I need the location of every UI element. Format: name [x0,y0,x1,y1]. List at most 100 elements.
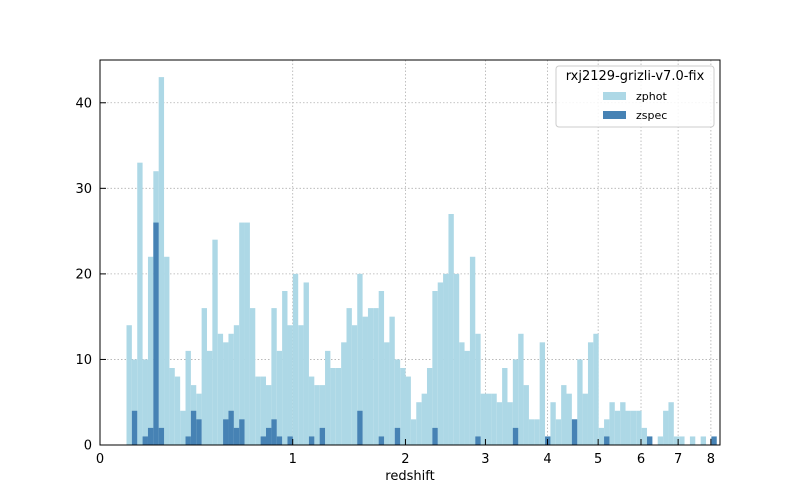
bar-zspec [196,419,202,445]
x-tick-label: 0 [96,452,104,467]
bar-zphot [164,256,170,445]
bar-zphot [196,393,202,445]
bar-zphot [609,402,615,445]
bar-zphot [459,342,465,445]
bar-zphot [421,393,427,445]
legend-box [555,65,715,128]
bar-zphot [367,308,374,445]
bar-zspec [319,427,326,445]
bar-zspec [266,427,272,445]
bar-zspec [142,436,148,445]
legend-swatch-zphot [603,92,626,100]
bar-zphot [335,368,342,445]
bar-zspec [308,436,315,445]
bar-zphot [142,359,148,445]
bar-zspec [432,427,438,445]
bar-zphot [630,410,637,445]
bar-zphot [298,325,304,445]
bar-zphot [330,368,336,445]
legend-title: rxj2129-grizli-v7.0-fix [566,69,705,84]
bar-zspec [475,436,481,445]
bar-zphot [126,325,132,445]
bar-zphot [292,273,299,445]
x-tick-label: 5 [594,452,602,467]
bar-zphot [389,316,395,445]
bar-zphot [453,273,460,445]
bar-zphot [598,427,605,445]
bar-zphot [448,214,454,445]
x-tick-label: 7 [674,452,682,467]
bar-zspec [260,436,267,445]
y-tick-label: 20 [75,267,92,282]
bar-zphot [491,393,497,445]
bar-zphot [378,291,385,445]
bar-zphot [625,410,631,445]
bar-zphot [346,308,352,445]
bar-zspec [147,427,154,445]
bar-zphot [228,333,234,445]
bar-zphot [373,308,379,445]
bar-zphot [158,77,165,445]
bar-zphot [673,436,680,445]
bar-zphot [555,419,562,445]
bar-zspec [711,436,717,445]
x-tick-label: 1 [289,452,297,467]
bar-zspec [190,410,197,445]
legend-label-zphot: zphot [636,90,667,103]
bar-zspec [646,436,653,445]
bar-zphot [550,402,556,445]
bar-zphot [486,393,492,445]
bar-zspec [378,436,385,445]
series-zspec-bars [131,222,717,445]
bar-zspec [604,436,610,445]
bar-zphot [475,333,481,445]
bar-zphot [534,419,540,445]
bar-zphot [351,325,358,445]
legend: rxj2129-grizli-v7.0-fix zphot zspec [555,65,715,128]
bar-zphot [614,410,621,445]
bar-zphot [212,239,218,445]
bar-zphot [582,393,588,445]
bar-zphot [518,333,524,445]
bar-zphot [239,222,245,445]
bar-zspec [357,410,363,445]
bar-zspec [394,427,401,445]
bar-zphot [271,308,277,445]
x-tick-label: 3 [481,452,489,467]
bar-zphot [174,376,181,445]
bar-zphot [137,162,143,445]
bar-zphot [325,350,331,445]
legend-swatch-zspec [603,111,626,119]
bar-zspec [512,427,519,445]
bar-zphot [169,368,175,445]
bar-zphot [147,256,154,445]
bar-zphot [384,342,390,445]
bar-zphot [689,436,696,445]
bar-zphot [561,385,567,445]
bar-zphot [255,376,261,445]
y-tick-label: 0 [84,439,92,454]
bar-zphot [357,273,363,445]
bar-zphot [206,350,213,445]
bar-zphot [276,350,283,445]
bar-zphot [201,308,207,445]
bar-zphot [502,368,508,445]
bar-zphot [593,333,599,445]
bar-zphot [223,342,229,445]
bar-zphot [416,402,422,445]
bar-zphot [400,368,406,445]
bar-zspec [158,427,165,445]
bar-zphot [308,376,315,445]
bar-zspec [223,419,229,445]
bar-zphot [604,419,610,445]
bar-zphot [185,350,191,445]
bar-zphot [180,410,186,445]
bar-zphot [587,342,594,445]
bar-zphot [303,282,309,445]
bar-zspec [239,419,245,445]
bar-zspec [271,419,277,445]
bar-zphot [410,419,417,445]
axis-ticks [99,102,712,446]
bar-zphot [668,402,674,445]
